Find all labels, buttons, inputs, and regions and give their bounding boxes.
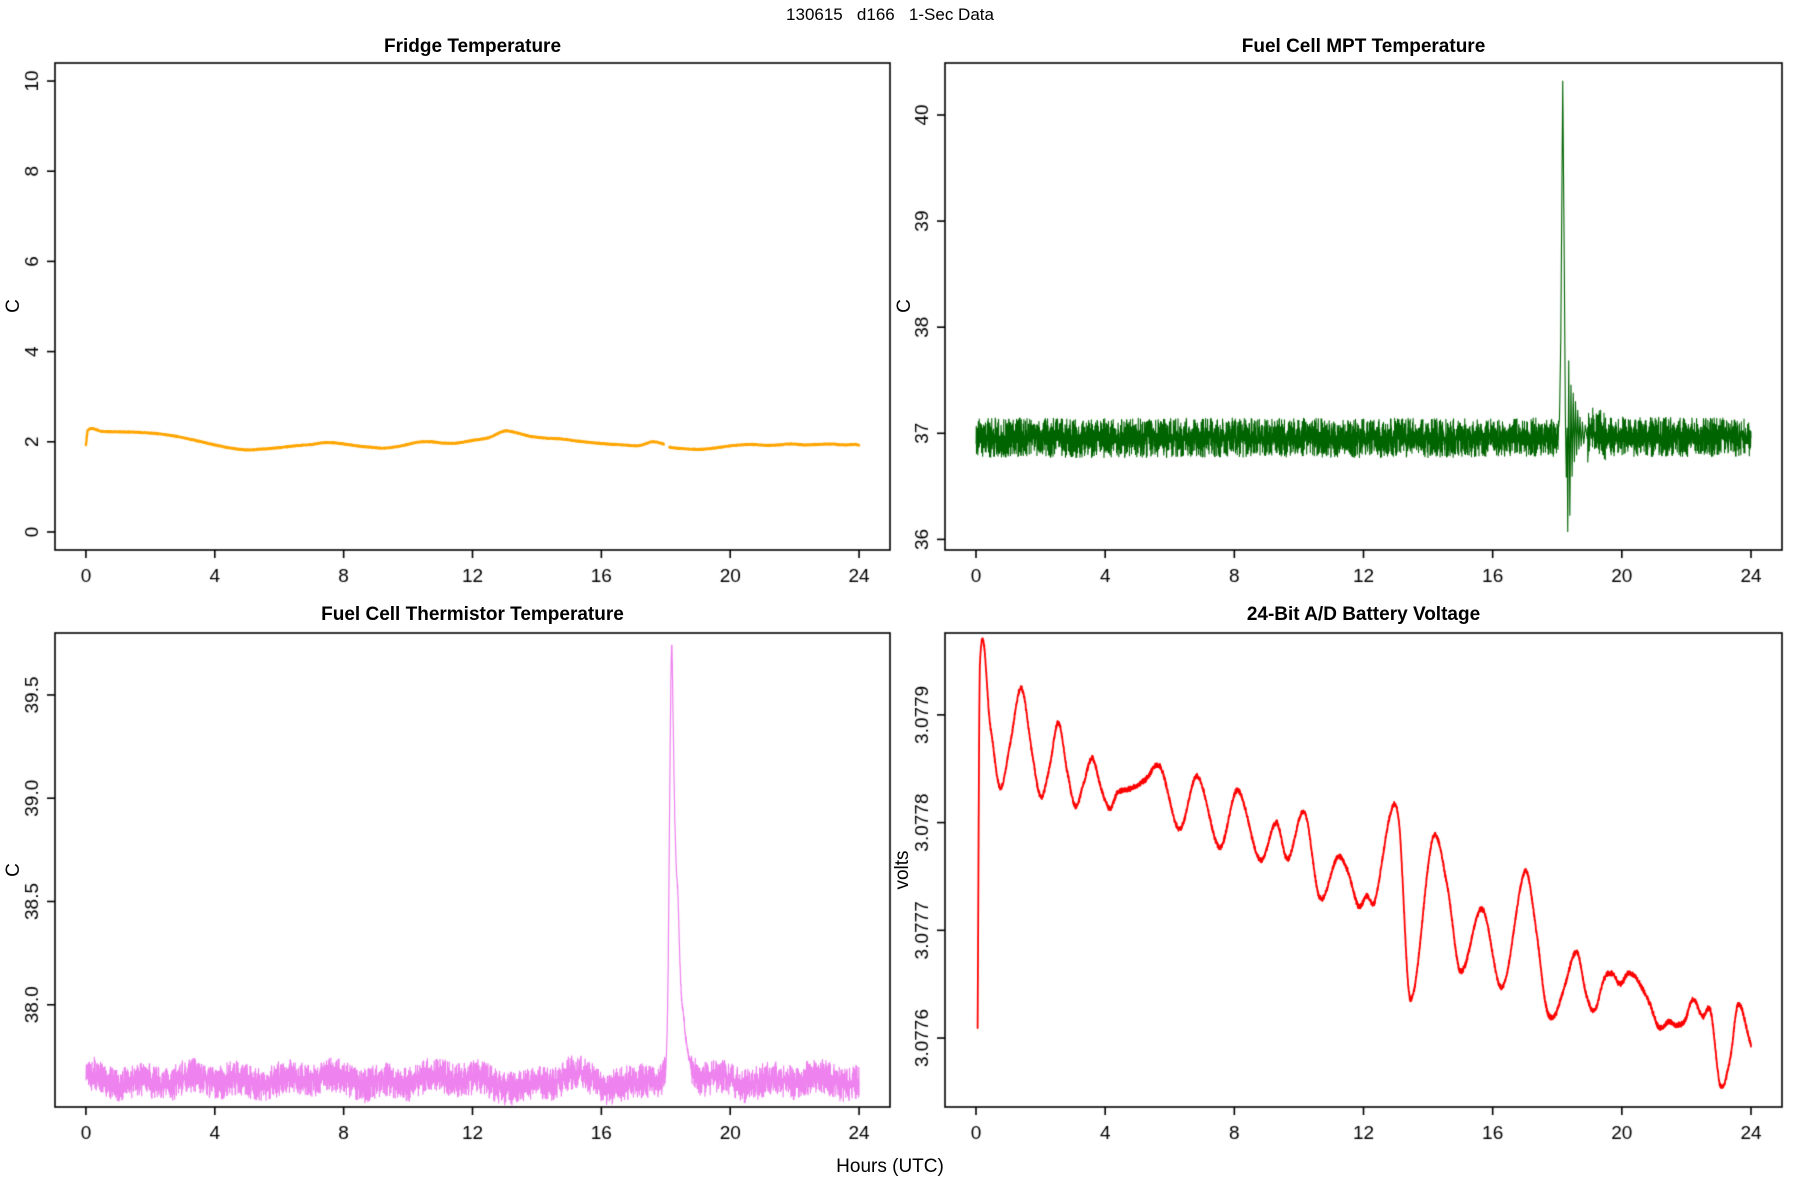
y-axis-label-thermistor: C xyxy=(3,863,24,877)
y-axis-label-mpt: C xyxy=(894,299,915,313)
y-axis-label-fridge: C xyxy=(3,299,24,313)
figure-main-title: 130615 d166 1-Sec Data xyxy=(786,5,994,24)
y-axis-label-volts: volts xyxy=(892,850,913,890)
panel-title-fuel-cell-mpt-temperature: Fuel Cell MPT Temperature xyxy=(1241,36,1486,57)
panel-title-battery-voltage: 24-Bit A/D Battery Voltage xyxy=(1246,604,1481,625)
x-axis-label-hours-utc: Hours (UTC) xyxy=(836,1156,944,1177)
panel-title-fridge-temperature: Fridge Temperature xyxy=(383,36,562,57)
panel-title-fuel-cell-thermistor-temperature: Fuel Cell Thermistor Temperature xyxy=(321,604,624,625)
